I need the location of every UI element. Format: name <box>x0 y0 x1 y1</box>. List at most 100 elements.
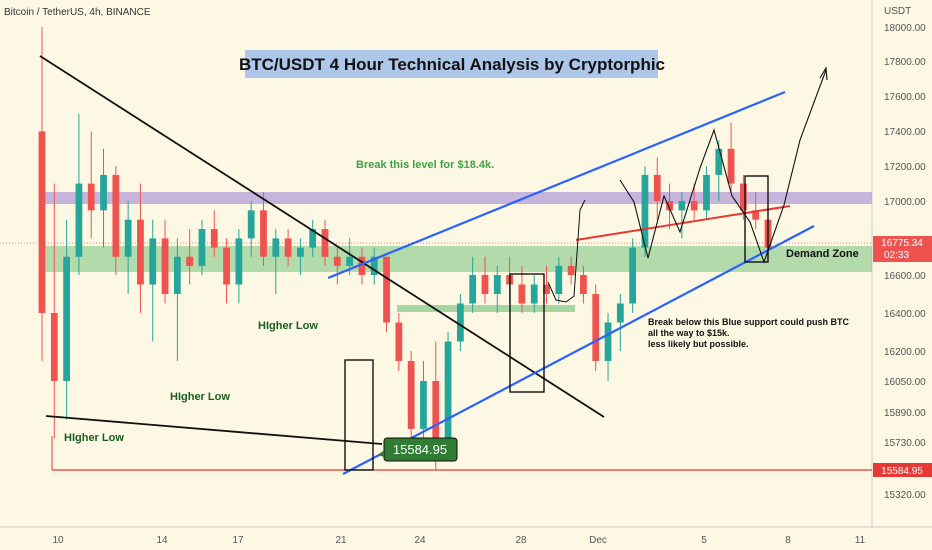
candle-body <box>297 247 304 257</box>
low-callout-text: 15584.95 <box>393 442 447 457</box>
arrow-head <box>819 66 828 81</box>
candle-body <box>604 322 612 361</box>
time-tick-label: Dec <box>589 535 607 546</box>
time-tick-label: 8 <box>785 535 791 546</box>
price-tick-label: 15890.00 <box>884 408 926 419</box>
time-axis-ticks: 10 14 17 21 24 28 Dec 5 8 11 <box>52 535 865 546</box>
channel-lower-line <box>342 225 815 475</box>
candle-body <box>690 201 698 211</box>
candle-body <box>727 148 735 184</box>
low-price-value: 15584.95 <box>881 466 923 477</box>
candle-body <box>555 265 563 294</box>
candle-body <box>740 183 747 211</box>
candle-body <box>444 341 452 448</box>
candle-body <box>235 238 243 285</box>
candle-body <box>641 174 649 248</box>
candle-body <box>260 210 267 257</box>
price-tick-label: 18000.00 <box>884 23 926 34</box>
candle-body <box>629 247 637 304</box>
candle-body <box>616 303 624 323</box>
low-callout-box <box>383 437 458 462</box>
purple-resistance-zone <box>40 192 872 204</box>
time-tick-label: 28 <box>515 535 527 546</box>
chart-title: BTC/USDT 4 Hour Technical Analysis by Cr… <box>239 55 665 74</box>
candle-body <box>543 284 550 294</box>
candle-body <box>137 219 144 285</box>
price-tick-label: 17000.00 <box>884 197 926 208</box>
price-tick-label: 17400.00 <box>884 127 926 138</box>
candle-body <box>395 322 403 361</box>
symbol-label: Bitcoin / TetherUS, 4h, BINANCE <box>4 7 151 18</box>
candle-body <box>715 148 723 175</box>
annotation-breakdown-2: all the way to $15k. <box>648 328 730 338</box>
candle-body <box>38 131 46 313</box>
candle-body <box>383 256 390 323</box>
price-tick-label: 16600.00 <box>884 271 926 282</box>
time-tick-label: 24 <box>414 535 426 546</box>
candle-body <box>407 361 415 429</box>
pattern-path-left <box>547 199 586 303</box>
candle-body <box>186 256 194 266</box>
candle-body <box>100 174 107 211</box>
price-axis-panel[interactable] <box>872 0 932 527</box>
annotation-breakdown-1: Break below this Blue support could push… <box>648 317 850 327</box>
candle-body <box>75 183 83 257</box>
time-tick-label: 11 <box>855 535 866 546</box>
candle-body <box>112 174 120 257</box>
candle-body <box>456 303 464 342</box>
price-tick-label: 17600.00 <box>884 92 926 103</box>
candle-body <box>284 238 292 257</box>
candle-body <box>50 313 58 381</box>
candle-body <box>518 284 526 304</box>
candle-body <box>346 256 354 266</box>
time-tick-label: 17 <box>232 535 244 546</box>
candle-body <box>678 201 686 211</box>
candle-body <box>358 256 366 275</box>
candle-body <box>161 238 169 294</box>
price-tick-label: 16400.00 <box>884 309 926 320</box>
annotation-higher-low-1: HIgher Low <box>64 432 124 444</box>
price-tick-label: 15730.00 <box>884 438 926 449</box>
time-tick-label: 14 <box>156 535 168 546</box>
current-price-tag <box>873 236 932 262</box>
title-box <box>245 50 658 78</box>
candle-body <box>210 229 218 248</box>
low-callout-pointer <box>378 450 384 457</box>
candle-body <box>752 210 760 220</box>
box-1 <box>344 359 374 471</box>
candle-body <box>580 275 587 294</box>
candle-body <box>567 265 575 275</box>
candle-body <box>432 381 440 448</box>
candle-body <box>63 256 70 381</box>
pattern-path-right <box>619 69 827 264</box>
candle-body <box>703 174 710 211</box>
current-price-value: 16775.34 <box>881 238 923 249</box>
annotation-breakdown-3: less likely but possible. <box>648 339 749 349</box>
time-tick-label: 21 <box>335 535 347 546</box>
price-tick-label: 16050.00 <box>884 377 926 388</box>
price-tick-label: 17800.00 <box>884 57 926 68</box>
candle-body <box>149 238 157 285</box>
candle-body <box>493 275 501 294</box>
candle-body <box>469 275 477 304</box>
candle-body <box>272 238 280 257</box>
candle-body <box>481 275 489 294</box>
low-price-tag <box>873 463 932 477</box>
price-tick-label: 17200.00 <box>884 162 926 173</box>
annotation-higher-low-2: HIgher Low <box>170 391 230 403</box>
candle-body <box>223 247 230 285</box>
candle-body <box>321 229 329 257</box>
candles-group <box>38 27 772 471</box>
candle-body <box>420 381 427 429</box>
time-tick-label: 5 <box>701 535 707 546</box>
higher-low-trendline <box>45 415 383 445</box>
candle-body <box>666 201 673 211</box>
price-axis-ticks: 18000.00 17800.00 17600.00 17400.00 17200.00… <box>884 23 926 501</box>
annotation-demand-zone: Demand Zone <box>786 248 859 260</box>
current-price-countdown: 02:33 <box>884 250 909 261</box>
candle-body <box>309 229 317 248</box>
channel-upper-line <box>327 90 786 280</box>
price-tick-label: 16200.00 <box>884 347 926 358</box>
price-tick-label: 15320.00 <box>884 490 926 501</box>
